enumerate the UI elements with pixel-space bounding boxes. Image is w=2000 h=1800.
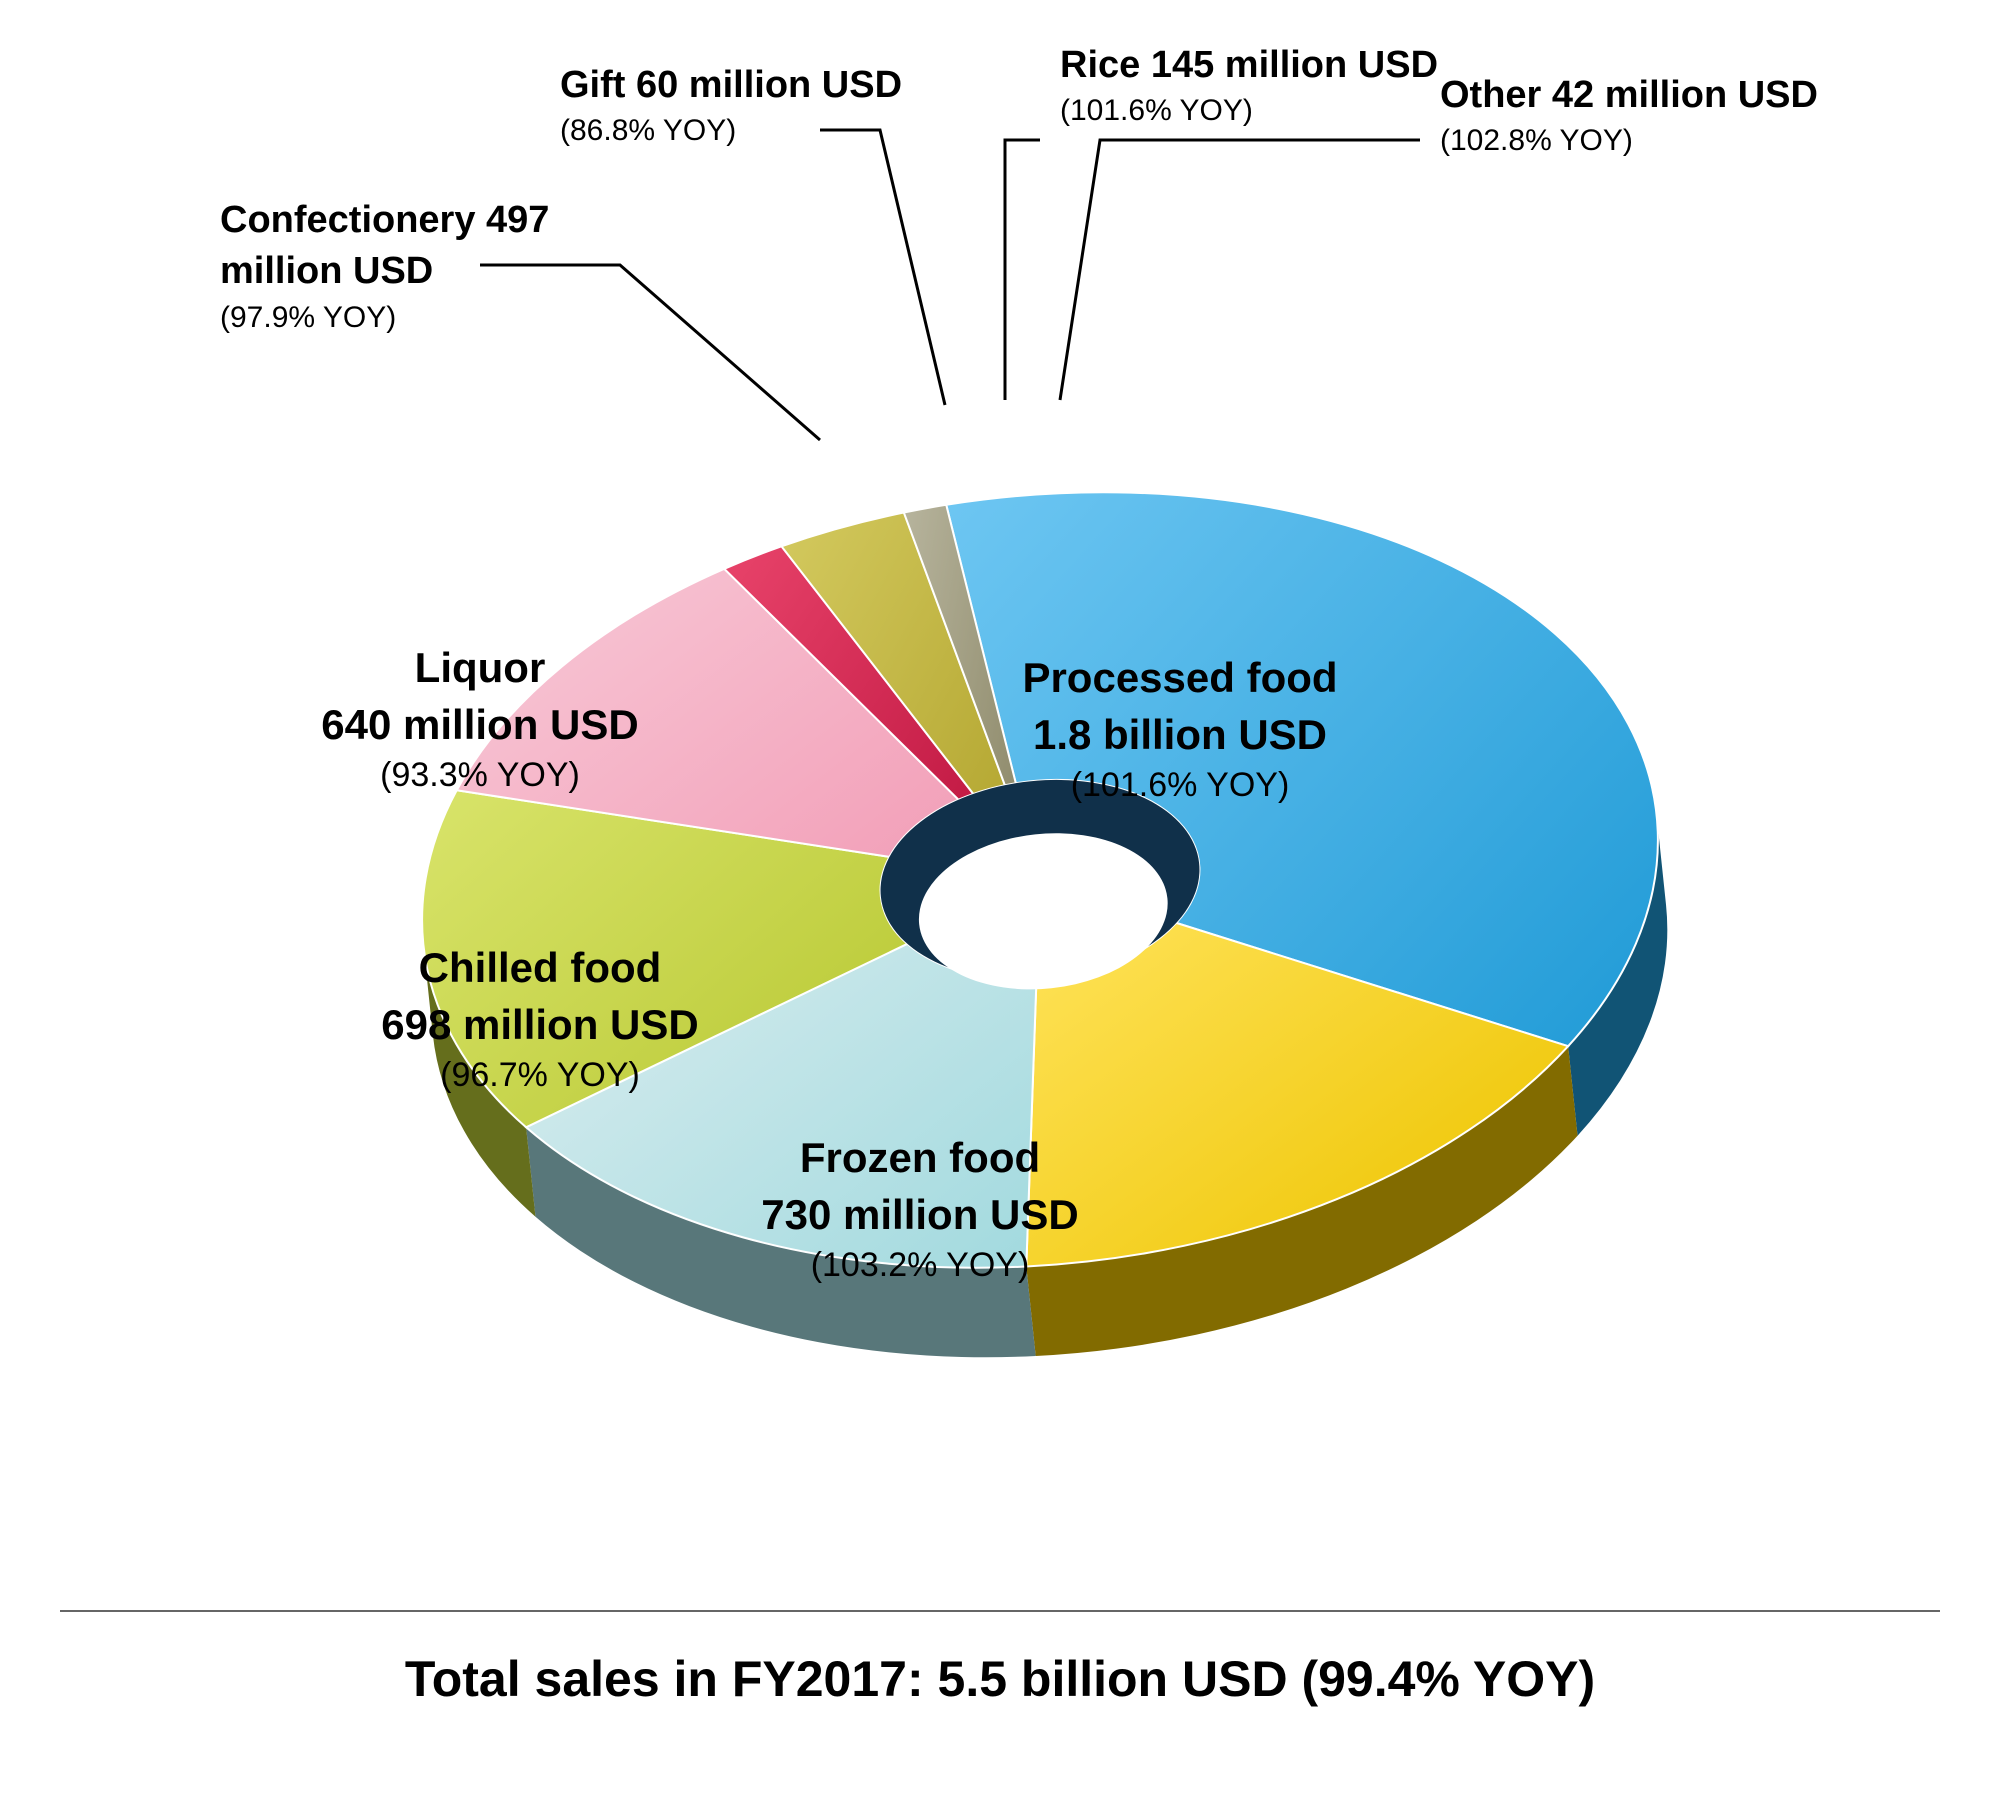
footer-divider <box>60 1610 1940 1612</box>
callout-other-title: Other 42 million USD <box>1440 70 1860 121</box>
callout-other-yoy: (102.8% YOY) <box>1440 121 1860 162</box>
footer-total-text: Total sales in FY2017: 5.5 billion USD (… <box>405 1651 1595 1707</box>
callout-rice-title: Rice 145 million USD <box>1060 40 1480 91</box>
callout-rice: Rice 145 million USD(101.6% YOY) <box>1060 40 1480 132</box>
callout-confectionery: Confectionery 497 million USD(97.9% YOY) <box>220 195 640 338</box>
callout-gift: Gift 60 million USD(86.8% YOY) <box>560 60 980 152</box>
callout-gift-title: Gift 60 million USD <box>560 60 980 111</box>
footer-total: Total sales in FY2017: 5.5 billion USD (… <box>0 1650 2000 1708</box>
chart-container: Processed food1.8 billion USD(101.6% YOY… <box>0 0 2000 1800</box>
callout-gift-yoy: (86.8% YOY) <box>560 111 980 152</box>
callout-confectionery-title: Confectionery 497 million USD <box>220 195 640 298</box>
callout-confectionery-yoy: (97.9% YOY) <box>220 298 640 339</box>
callout-rice-yoy: (101.6% YOY) <box>1060 91 1480 132</box>
callout-other: Other 42 million USD(102.8% YOY) <box>1440 70 1860 162</box>
